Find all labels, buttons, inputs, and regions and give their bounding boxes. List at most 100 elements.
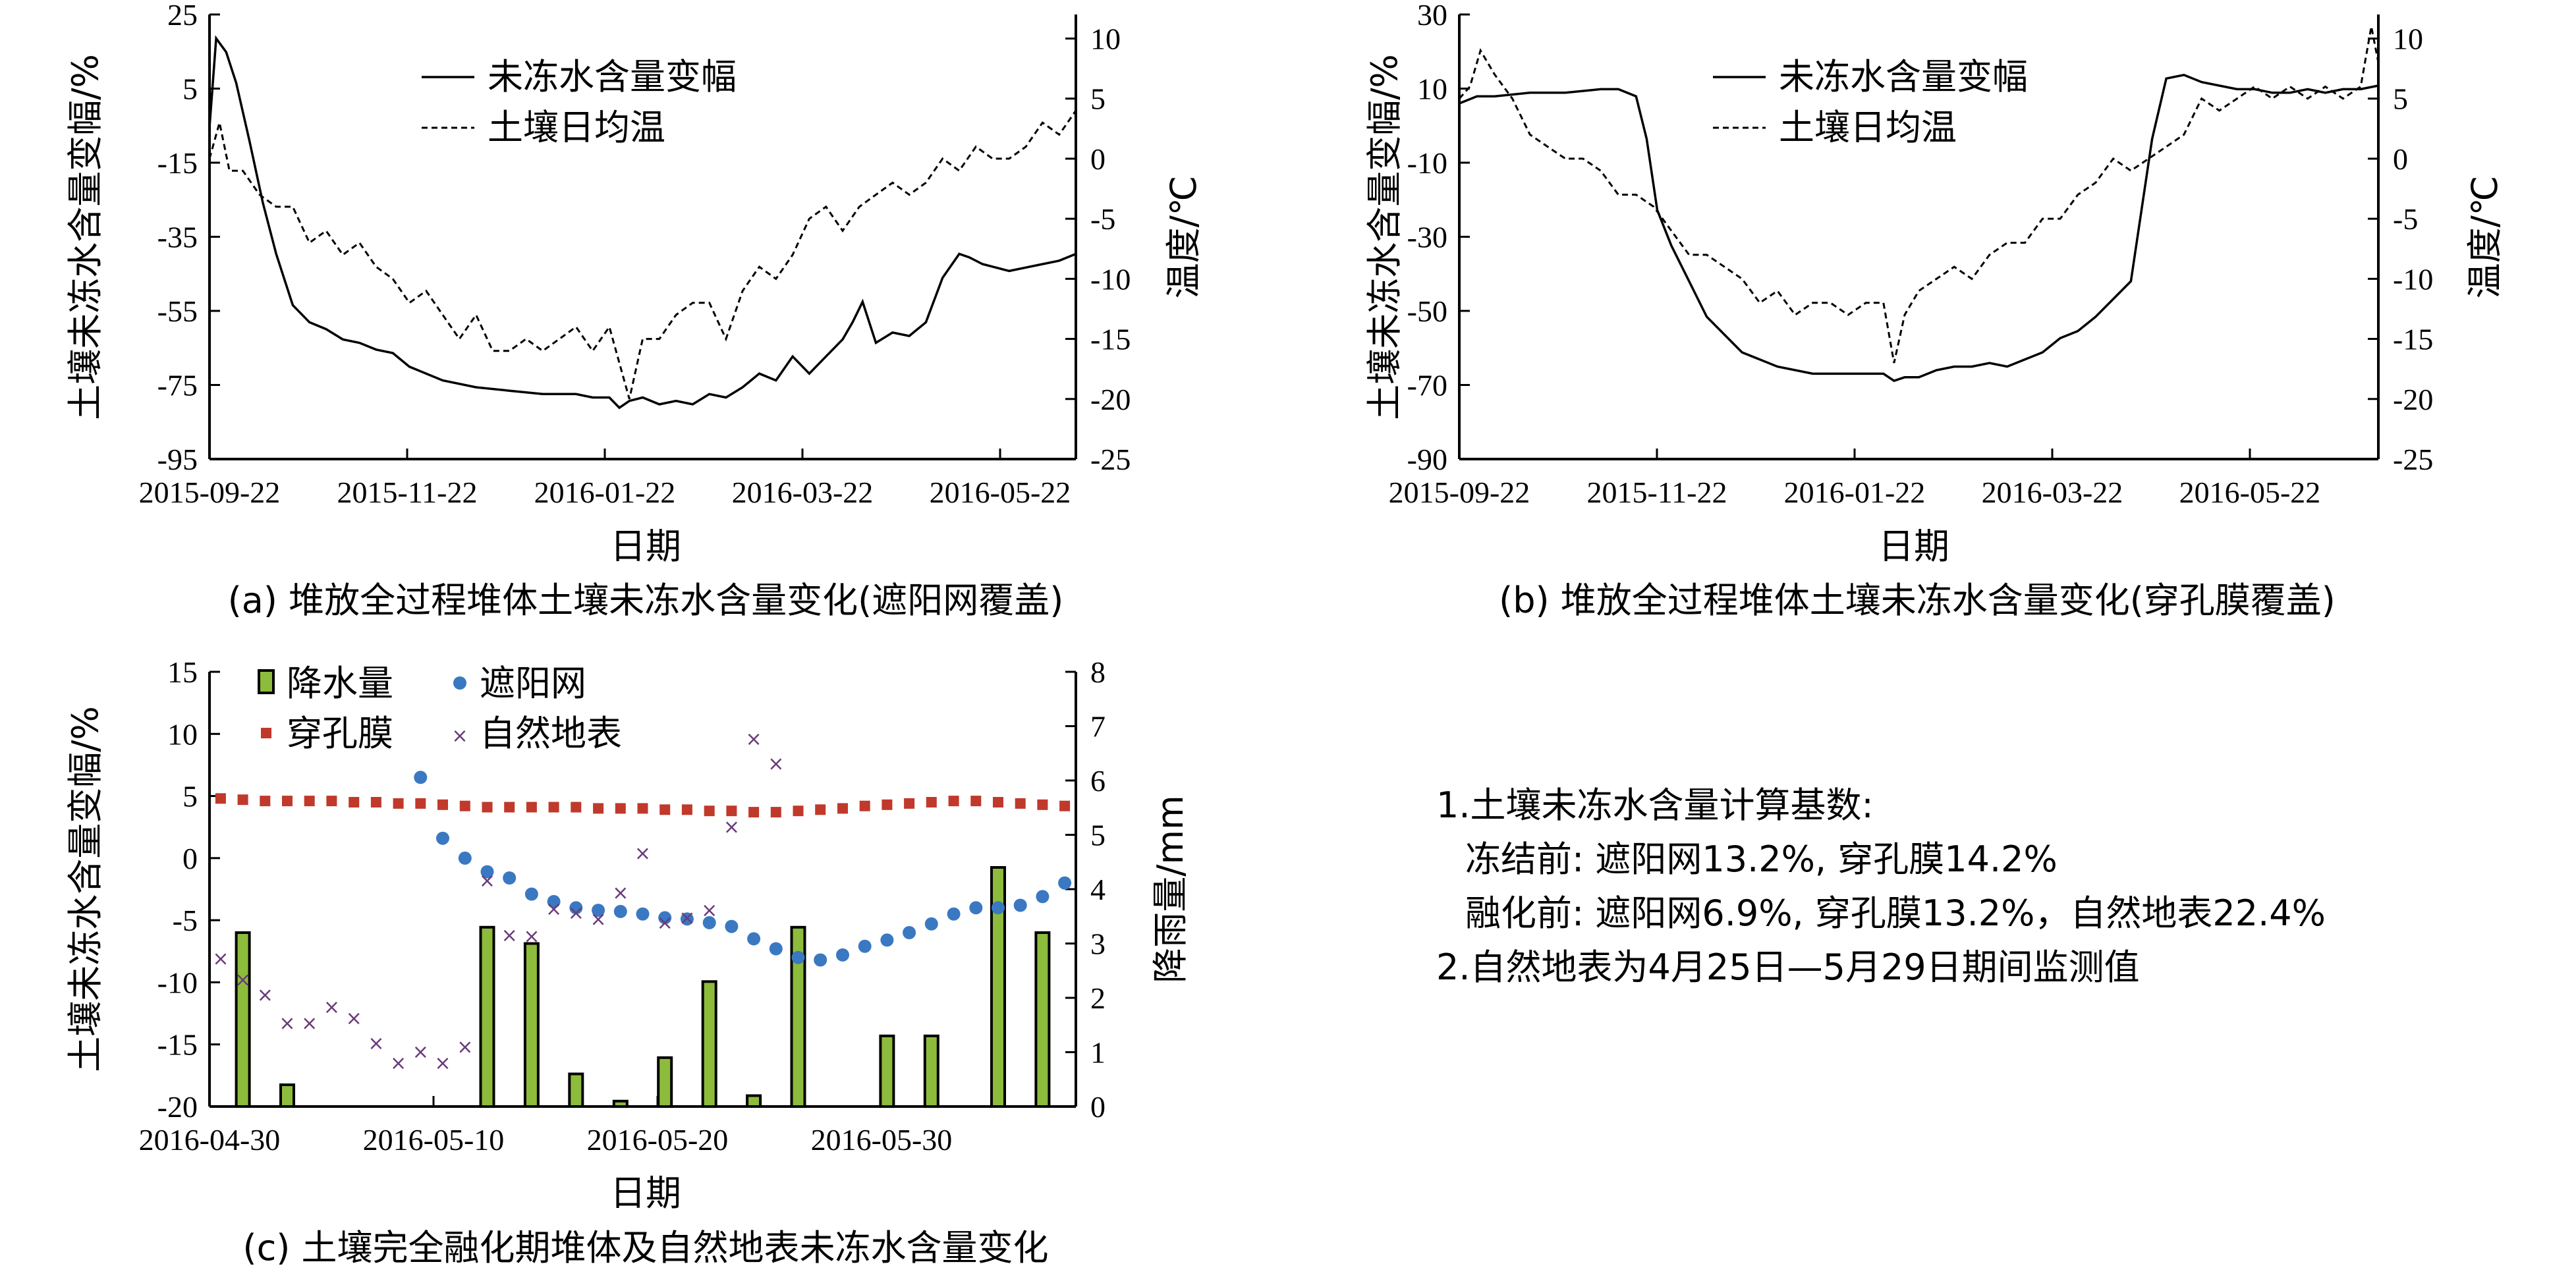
series-line-water-content (208, 35, 1077, 410)
point-natural-surface: × (390, 1052, 406, 1075)
point-perforated-film (260, 796, 271, 807)
bar-precipitation (523, 942, 540, 1108)
y2-tick-label: 0 (1090, 142, 1106, 176)
point-natural-surface: × (479, 869, 495, 892)
y-tick-label: -55 (157, 294, 198, 328)
point-natural-surface: × (279, 1012, 295, 1035)
y-tick-label: 0 (182, 842, 198, 875)
point-perforated-film (904, 798, 915, 809)
y2-tick-label: -10 (2393, 262, 2433, 296)
point-perforated-film (970, 796, 982, 807)
y2-tick-label: -20 (1090, 383, 1131, 416)
point-perforated-film (815, 804, 826, 815)
point-perforated-film (393, 798, 404, 809)
point-natural-surface: × (412, 1041, 429, 1064)
y-tick-label: 25 (167, 0, 198, 32)
point-shade-net (436, 831, 449, 845)
point-shade-net (480, 865, 494, 879)
y-tick-label: 10 (1417, 72, 1447, 106)
y2-tick-label: -25 (1090, 443, 1131, 476)
point-natural-surface: × (590, 908, 607, 931)
point-natural-surface: × (546, 898, 562, 921)
point-natural-surface: × (368, 1032, 384, 1055)
y-axis-title: 土壤未冻水含量变幅/% (1364, 54, 1405, 420)
bar-precipitation (923, 1034, 939, 1108)
y-tick-label: -90 (1407, 443, 1447, 476)
bar-precipitation (1034, 931, 1051, 1108)
series-line-soil-temperature (208, 110, 1077, 400)
x-axis-title: 日期 (610, 1172, 681, 1214)
x-tick-label: 2016-05-20 (587, 1123, 729, 1157)
bar-precipitation (657, 1056, 673, 1108)
point-shade-net (769, 942, 783, 956)
y-tick-label: -35 (157, 221, 198, 254)
y2-tick-label: 1 (1090, 1036, 1106, 1070)
point-shade-net (1058, 876, 1072, 890)
point-perforated-film (459, 800, 470, 811)
y-tick-label: -10 (157, 966, 198, 999)
legend-label: 土壤日均温 (1779, 107, 1957, 148)
point-natural-surface: × (679, 906, 695, 929)
point-shade-net (1036, 890, 1050, 904)
y2-tick-label: 10 (1090, 22, 1121, 55)
y-tick-label: 10 (167, 717, 198, 751)
x-tick-label: 2015-11-22 (337, 476, 478, 509)
y2-tick-label: 10 (2393, 22, 2423, 55)
legend-swatch-square (261, 728, 271, 738)
point-shade-net (1013, 898, 1027, 912)
y-tick-label: -15 (157, 1028, 198, 1062)
point-natural-surface: × (212, 948, 229, 971)
point-perforated-film (326, 796, 337, 807)
point-perforated-film (526, 802, 537, 813)
point-natural-surface: × (746, 728, 762, 751)
point-perforated-film (882, 799, 893, 810)
bar-precipitation (612, 1099, 629, 1108)
bar-precipitation (479, 925, 495, 1108)
point-natural-surface: × (523, 925, 540, 948)
y-tick-label: 30 (1417, 0, 1447, 32)
point-natural-surface: × (257, 983, 273, 1006)
y-axis-title: 土壤未冻水含量变幅/% (65, 706, 106, 1072)
x-tick-label: 2016-01-22 (534, 476, 676, 509)
point-natural-surface: × (768, 753, 784, 776)
y2-tick-label: 6 (1090, 764, 1106, 798)
point-perforated-film (349, 797, 360, 807)
legend-swatch-bar (258, 669, 275, 694)
legend-swatch-dot (453, 676, 466, 690)
y2-tick-label: 0 (1090, 1090, 1106, 1124)
point-perforated-film (859, 800, 870, 811)
point-shade-net (836, 948, 849, 962)
point-perforated-film (215, 793, 226, 804)
point-perforated-film (571, 802, 582, 813)
point-perforated-film (726, 806, 737, 817)
point-shade-net (569, 901, 583, 915)
legend-label: 未冻水含量变幅 (1779, 56, 2028, 97)
point-perforated-film (793, 806, 804, 817)
y2-tick-label: -10 (1090, 262, 1131, 296)
point-perforated-film (770, 807, 781, 818)
y2-tick-label: 2 (1090, 981, 1106, 1015)
point-perforated-film (837, 803, 848, 814)
point-shade-net (592, 904, 605, 917)
x-tick-label: 2016-05-22 (930, 476, 1071, 509)
chart-b: 30 10 -10 -30 -50 -70 -90 10 5 0 -5 -10 -15 -20 -25 201… (1364, 0, 2506, 621)
point-perforated-film (637, 803, 648, 814)
series-line-soil-temperature (1458, 26, 2380, 364)
point-shade-net (613, 904, 627, 918)
y2-axis-title: 降雨量/mm (1150, 795, 1191, 983)
point-natural-surface: × (657, 912, 673, 935)
series-line-water-content (1459, 73, 2379, 383)
point-perforated-film (926, 797, 937, 807)
point-shade-net (524, 887, 538, 901)
bar-precipitation (568, 1072, 584, 1108)
point-shade-net (547, 894, 561, 908)
point-perforated-film (482, 802, 493, 813)
y2-tick-label: -20 (2393, 383, 2433, 416)
note-line-3: 融化前: 遮阳网6.9%, 穿孔膜13.2%，自然地表22.4% (1465, 892, 2326, 934)
point-natural-surface: × (235, 969, 251, 992)
point-shade-net (458, 851, 472, 865)
point-shade-net (414, 771, 428, 784)
